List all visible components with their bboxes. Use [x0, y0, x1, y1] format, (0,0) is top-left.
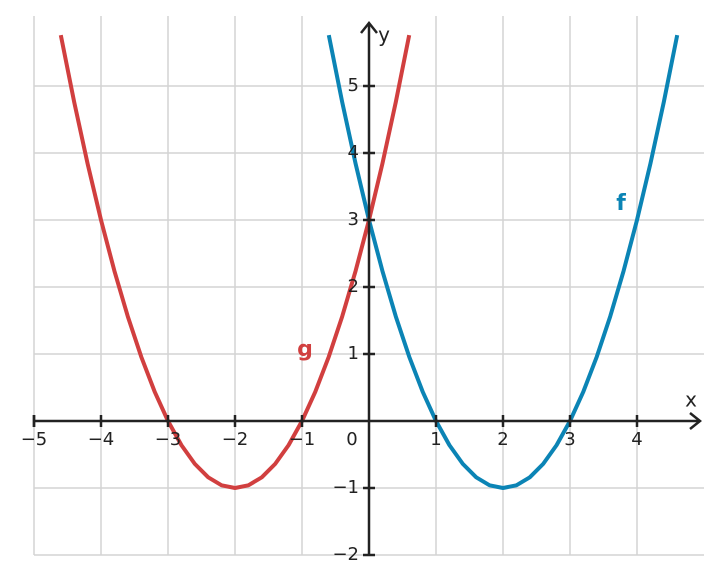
- series-label: g: [297, 337, 313, 362]
- x-axis-label: x: [685, 388, 697, 412]
- y-tick-label: 3: [348, 209, 359, 230]
- x-tick-label: −4: [88, 429, 115, 450]
- x-axis-arrow: [689, 412, 703, 430]
- x-tick-label: −3: [155, 429, 182, 450]
- x-tick-label: 4: [631, 429, 642, 450]
- x-tick-label: 0: [346, 429, 357, 450]
- x-tick-label: −1: [289, 429, 316, 450]
- curves: [58, 34, 680, 490]
- x-tick-label: 2: [497, 429, 508, 450]
- y-tick-label: 4: [348, 142, 359, 163]
- curve: [326, 34, 680, 490]
- x-tick-label: −2: [222, 429, 249, 450]
- series-label: f: [616, 191, 626, 216]
- y-axis-arrow: [360, 20, 378, 34]
- x-tick-label: 3: [564, 429, 575, 450]
- axes: −5 −4 −3 −2 −1 0 1 2 3 4 −2 −1 1 2 3 4 5: [21, 20, 703, 565]
- y-tick-label: −1: [332, 477, 359, 498]
- x-tick-label: 1: [430, 429, 441, 450]
- y-tick-label: −2: [332, 544, 359, 565]
- y-tick-label: 2: [348, 276, 359, 297]
- x-tick-label: −5: [21, 429, 48, 450]
- y-axis-label: y: [378, 23, 390, 47]
- curve: [58, 34, 412, 490]
- y-tick-label: 5: [348, 75, 359, 96]
- y-tick-label: 1: [348, 343, 359, 364]
